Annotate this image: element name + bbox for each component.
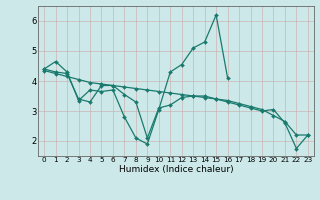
X-axis label: Humidex (Indice chaleur): Humidex (Indice chaleur) (119, 165, 233, 174)
